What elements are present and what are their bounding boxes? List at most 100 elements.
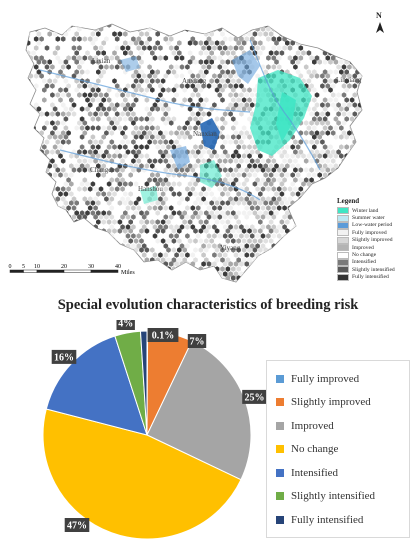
- risk-cell: [136, 45, 142, 51]
- risk-cell: [152, 224, 158, 230]
- risk-cell: [193, 228, 198, 234]
- risk-cell: [96, 69, 101, 75]
- risk-cell: [266, 214, 271, 220]
- risk-cell: [114, 55, 120, 61]
- risk-cell: [55, 111, 61, 117]
- risk-cell: [247, 228, 252, 234]
- risk-cell: [320, 149, 325, 155]
- risk-cell: [344, 78, 349, 84]
- risk-cell: [26, 181, 31, 187]
- risk-cell: [112, 228, 117, 234]
- risk-cell: [266, 271, 271, 277]
- risk-cell: [260, 271, 266, 277]
- risk-cell: [363, 177, 368, 182]
- risk-cell: [209, 275, 214, 281]
- risk-cell: [231, 50, 236, 56]
- risk-cell: [152, 102, 158, 108]
- risk-cell: [228, 17, 233, 22]
- risk-cell: [266, 233, 271, 239]
- risk-cell: [120, 102, 125, 108]
- risk-cell: [322, 266, 328, 272]
- risk-cell: [82, 224, 88, 230]
- risk-cell: [114, 186, 120, 192]
- risk-cell: [28, 73, 34, 79]
- risk-cell: [349, 153, 355, 159]
- risk-cell: [87, 36, 93, 42]
- risk-cell: [258, 238, 263, 244]
- risk-cell: [96, 163, 101, 169]
- risk-cell: [179, 55, 185, 61]
- risk-cell: [42, 87, 47, 93]
- legend-swatch: [337, 229, 349, 237]
- risk-cell: [171, 181, 177, 187]
- risk-cell: [174, 55, 179, 61]
- risk-cell: [233, 120, 239, 126]
- risk-cell: [309, 120, 314, 126]
- risk-cell: [322, 238, 328, 244]
- risk-cell: [168, 120, 174, 126]
- risk-cell: [309, 224, 314, 230]
- risk-cell: [198, 144, 204, 150]
- risk-cell: [90, 40, 96, 46]
- risk-cell: [333, 50, 339, 56]
- risk-cell: [277, 17, 282, 22]
- risk-cell: [144, 247, 150, 253]
- risk-cell: [314, 149, 320, 155]
- risk-cell: [47, 285, 52, 290]
- risk-cell: [128, 219, 133, 225]
- risk-cell: [136, 73, 142, 79]
- risk-cell: [336, 92, 341, 98]
- risk-cell: [147, 139, 152, 145]
- risk-cell: [225, 238, 231, 244]
- risk-cell: [158, 196, 163, 202]
- risk-cell: [87, 139, 93, 145]
- risk-cell: [139, 219, 144, 225]
- risk-cell: [330, 102, 336, 108]
- risk-cell: [55, 196, 61, 202]
- risk-cell: [228, 233, 233, 239]
- risk-cell: [298, 214, 304, 220]
- map-legend: Legend Winter land Summer water Low-water …: [337, 197, 416, 281]
- risk-cell: [344, 181, 349, 187]
- risk-cell: [158, 83, 163, 89]
- risk-cell: [104, 149, 109, 155]
- risk-cell: [303, 271, 309, 277]
- risk-cell: [209, 210, 214, 216]
- risk-cell: [33, 83, 39, 89]
- risk-cell: [312, 24, 317, 28]
- risk-cell: [258, 210, 263, 216]
- risk-cell: [282, 224, 287, 230]
- risk-cell: [295, 191, 301, 197]
- risk-cell: [328, 153, 333, 159]
- risk-cell: [260, 233, 266, 239]
- risk-cell: [117, 116, 123, 122]
- risk-cell: [139, 69, 144, 75]
- risk-cell: [349, 50, 355, 56]
- risk-cell: [220, 191, 225, 197]
- risk-cell: [131, 158, 136, 164]
- risk-cell: [193, 87, 198, 93]
- risk-cell: [36, 69, 42, 75]
- risk-cell: [269, 285, 274, 290]
- risk-cell: [252, 97, 258, 103]
- risk-cell: [330, 45, 336, 51]
- risk-cell: [77, 55, 82, 61]
- risk-cell: [333, 125, 339, 131]
- risk-cell: [182, 210, 187, 216]
- risk-cell: [131, 73, 136, 79]
- risk-cell: [276, 186, 282, 192]
- risk-cell: [314, 280, 320, 282]
- risk-cell: [279, 219, 285, 225]
- risk-cell: [330, 224, 336, 230]
- pie-legend-label: Slightly intensified: [291, 490, 376, 503]
- risk-cell: [282, 158, 287, 164]
- risk-cell: [117, 31, 123, 37]
- study-area-map: [25, 17, 384, 290]
- risk-cell: [236, 134, 241, 140]
- risk-cell: [274, 191, 279, 197]
- risk-cell: [222, 158, 228, 164]
- risk-cell: [317, 40, 322, 46]
- risk-cell: [206, 271, 212, 277]
- risk-cell: [123, 116, 128, 122]
